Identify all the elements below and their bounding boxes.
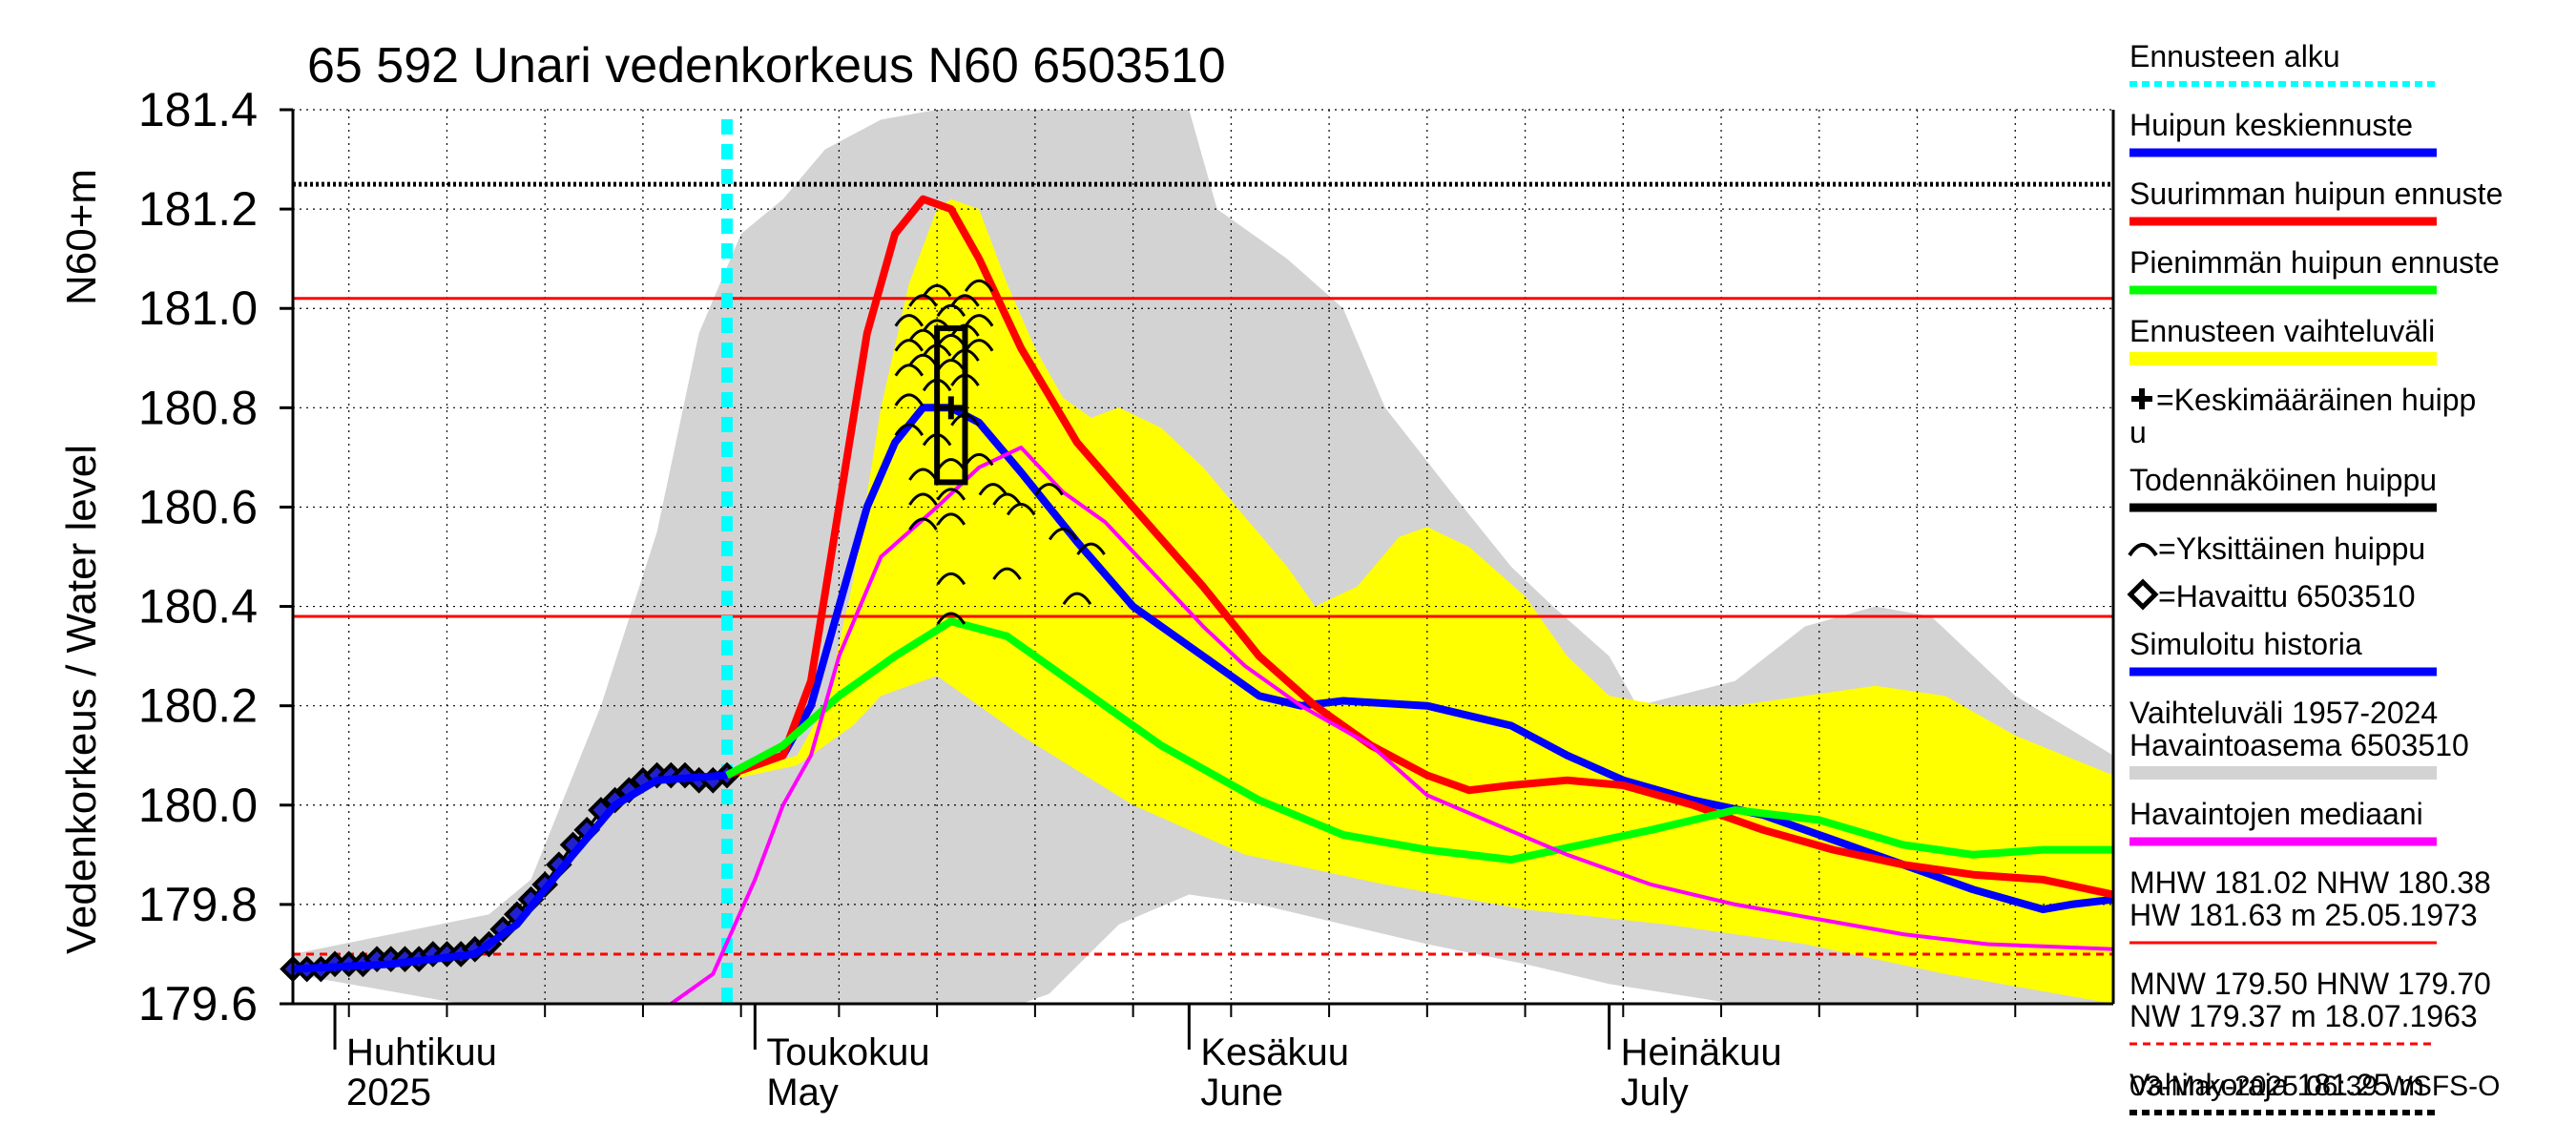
- footer-timestamp: 03-May-2025 06:39 WSFS-O: [2129, 1071, 2501, 1102]
- single-peak-marker: [1048, 528, 1078, 541]
- legend-label-line2: Havaintoasema 6503510: [2129, 728, 2469, 762]
- legend-item-6: Todennäköinen huippu: [2129, 463, 2437, 512]
- legend-label: Todennäköinen huippu: [2129, 463, 2437, 497]
- legend-label: Huipun keskiennuste: [2129, 108, 2413, 142]
- arc-icon: [2128, 543, 2158, 557]
- y-axis-unit-label: N60+m: [58, 169, 105, 305]
- legend-label: Pienimmän huipun ennuste: [2129, 245, 2500, 280]
- single-peak-marker: [964, 339, 994, 352]
- month-label: Huhtikuu: [346, 1031, 497, 1073]
- single-peak-marker: [936, 512, 966, 526]
- series-line-4: [725, 617, 2113, 864]
- month-sublabel: 2025: [346, 1072, 431, 1114]
- legend-item-5: =Keskimääräinen huipp u: [2129, 383, 2476, 449]
- y-tick-label: 180.8: [138, 381, 258, 434]
- bands-layer: [293, 110, 2113, 1004]
- single-peak-marker: [992, 567, 1022, 580]
- legend-item-11: Havaintojen mediaani: [2129, 797, 2437, 846]
- legend-item-8: =Havaittu 6503510: [2127, 578, 2416, 614]
- mean-peak-marker: [939, 396, 963, 420]
- legend-label: =Havaittu 6503510: [2158, 579, 2416, 614]
- single-peak-marker: [964, 314, 994, 327]
- legend-item-0: Ennusteen alku: [2129, 39, 2437, 87]
- legend-label-line2: u: [2129, 415, 2147, 449]
- month-sublabel: July: [1621, 1072, 1689, 1114]
- legend-item-14: Vahinkoraja 181.25 m: [2129, 1068, 2437, 1115]
- legend-label-line2: NW 179.37 m 18.07.1963: [2129, 999, 2478, 1033]
- legend-item-10: Vaihteluväli 1957-2024 Havaintoasema 650…: [2129, 696, 2469, 780]
- legend-label: Suurimman huipun ennuste: [2129, 177, 2503, 211]
- y-tick-label: 181.0: [138, 281, 258, 335]
- series-line-1: [292, 771, 728, 973]
- series-line-2: [725, 404, 2114, 914]
- series-layer: [280, 195, 2114, 1006]
- legend-item-2: Suurimman huipun ennuste: [2129, 177, 2503, 226]
- single-peak-marker: [1076, 542, 1106, 555]
- single-peak-marker: [978, 483, 1008, 496]
- series-line-3: [725, 195, 2114, 899]
- legend-label: =Yksittäinen huippu: [2158, 531, 2425, 566]
- month-sublabel: June: [1200, 1072, 1283, 1114]
- series-line-5: [670, 446, 2114, 1006]
- month-label: Kesäkuu: [1200, 1031, 1349, 1073]
- single-peak-marker: [922, 283, 952, 298]
- forecast-range-band: [727, 198, 2113, 1004]
- legend-label: =Keskimääräinen huipp: [2156, 383, 2476, 417]
- legend-label: MNW 179.50 HNW 179.70: [2129, 967, 2491, 1001]
- peak-markers-layer: [894, 279, 1106, 625]
- y-tick-label: 180.2: [138, 679, 258, 733]
- reference-lines-layer: [293, 119, 2113, 1004]
- single-peak-marker: [908, 517, 938, 531]
- single-peak-marker: [894, 314, 924, 327]
- probable-peak-box: [934, 325, 968, 486]
- month-sublabel: May: [766, 1072, 839, 1114]
- legend: Ennusteen alku Huipun keskiennuste Suurimm…: [2127, 39, 2503, 1115]
- single-peak-marker: [894, 393, 924, 406]
- single-peak-marker: [964, 452, 994, 467]
- y-tick-label: 180.6: [138, 480, 258, 533]
- legend-item-4: Ennusteen vaihteluväli: [2129, 314, 2437, 365]
- legend-item-9: Simuloitu historia: [2129, 627, 2437, 677]
- y-tick-label: 179.8: [138, 878, 258, 931]
- legend-item-7: =Yksittäinen huippu: [2128, 531, 2425, 566]
- y-tick-label: 181.4: [138, 83, 258, 136]
- legend-label: Havaintojen mediaani: [2129, 797, 2423, 831]
- single-peak-marker: [936, 572, 966, 586]
- single-peak-marker: [894, 423, 924, 436]
- y-axis-label: Vedenkorkeus / Water level: [58, 445, 105, 954]
- single-peak-marker: [950, 294, 980, 307]
- month-label: Toukokuu: [766, 1031, 929, 1073]
- single-peak-marker: [1006, 502, 1036, 516]
- single-peak-marker: [908, 492, 938, 506]
- chart-title: 65 592 Unari vedenkorkeus N60 6503510: [307, 38, 1226, 94]
- legend-label: Ennusteen vaihteluväli: [2129, 314, 2435, 348]
- legend-label: Ennusteen alku: [2129, 39, 2340, 73]
- y-tick-label: 180.4: [138, 580, 258, 634]
- legend-item-1: Huipun keskiennuste: [2129, 108, 2437, 157]
- legend-label: Vahinkoraja 181.25 m: [2129, 1068, 2424, 1102]
- legend-item-3: Pienimmän huipun ennuste: [2129, 245, 2500, 295]
- y-tick-label: 181.2: [138, 182, 258, 236]
- month-label: Heinäkuu: [1621, 1031, 1782, 1073]
- single-peak-marker: [936, 458, 966, 471]
- legend-label: Vaihteluväli 1957-2024: [2129, 696, 2438, 730]
- diamond-icon: [2127, 578, 2159, 611]
- single-peak-marker: [936, 612, 966, 625]
- plus-icon: [2131, 388, 2152, 409]
- legend-label: MHW 181.02 NHW 180.38: [2129, 865, 2491, 900]
- single-peak-marker: [1062, 592, 1092, 605]
- axes-layer: 179.6 179.8 180.0 180.2 180.4 180.6 180.8 181.0…: [138, 83, 2115, 1114]
- single-peak-marker: [1034, 483, 1064, 496]
- single-peak-marker: [908, 468, 938, 481]
- single-peak-marker: [964, 279, 994, 293]
- y-tick-label: 180.0: [138, 779, 258, 832]
- legend-label: Simuloitu historia: [2129, 627, 2362, 661]
- y-tick-label: 179.6: [138, 977, 258, 1030]
- legend-label-line2: HW 181.63 m 25.05.1973: [2129, 898, 2478, 932]
- single-peak-marker: [992, 492, 1022, 506]
- single-peak-marker: [936, 488, 966, 501]
